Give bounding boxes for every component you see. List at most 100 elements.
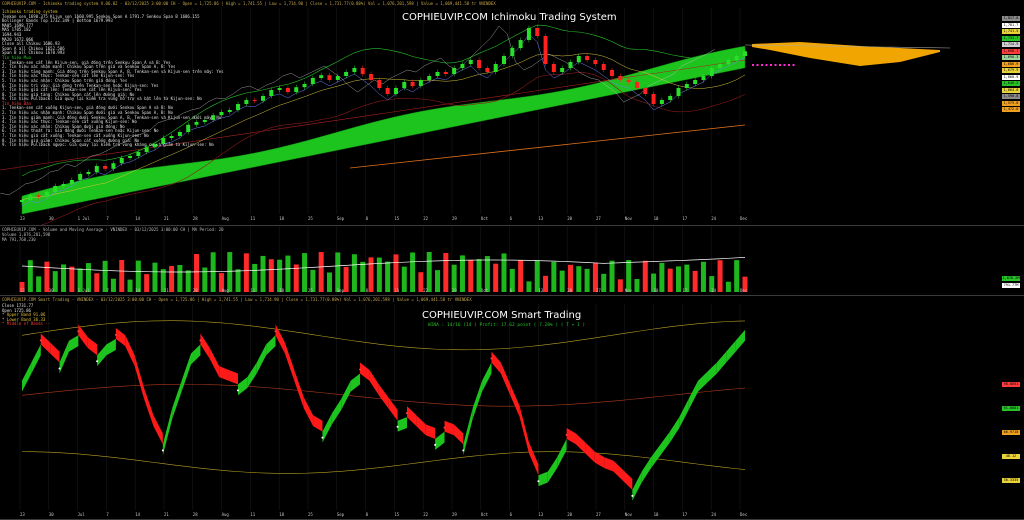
smart-trading-chart[interactable] xyxy=(0,296,1024,519)
smart-ribbon-segment xyxy=(134,355,145,399)
x-tick-label: 29 xyxy=(452,512,457,517)
x-tick-label: 8 xyxy=(365,288,369,293)
signal-marker xyxy=(199,339,202,342)
smart-ribbon-segment xyxy=(350,373,361,392)
candle-body xyxy=(593,60,598,64)
candle-body xyxy=(418,80,423,86)
volume-bar xyxy=(476,259,482,292)
volume-chart[interactable] xyxy=(0,226,1024,295)
smart-ribbon-segment xyxy=(31,344,41,374)
smart-trading-stats: WINA : 14/16 (14 ) Profit: 17.62 point (… xyxy=(428,323,586,328)
smart-ribbon-segment xyxy=(716,351,727,374)
candle-body xyxy=(385,88,390,94)
signal-marker xyxy=(396,425,399,428)
smart-ribbon-segment xyxy=(604,457,614,472)
volume-bar xyxy=(734,260,740,292)
smart-ribbon-segment xyxy=(87,337,98,356)
signal-marker xyxy=(96,360,99,363)
candle-body xyxy=(485,68,490,72)
volume-bar xyxy=(468,259,474,292)
x-tick-label: 11 xyxy=(250,512,256,517)
ichimoku-chart[interactable] xyxy=(0,0,1024,225)
smart-ribbon-segment xyxy=(538,471,548,487)
x-tick-label: Oct xyxy=(480,288,489,293)
candle-body xyxy=(20,200,24,202)
volume-bar xyxy=(69,266,75,292)
smart-ribbon-segment xyxy=(707,362,717,383)
ichimoku-info-line: Span B all Chikou 1670.993 xyxy=(2,50,65,56)
x-tick-label: 7 xyxy=(106,216,109,221)
x-tick-label: Sep xyxy=(336,288,345,293)
smart-trading-header: COPHIEUVIP.COM Smart Trading - VNINDEX -… xyxy=(2,297,472,302)
volume-bar xyxy=(401,266,407,292)
x-tick-label: 17 xyxy=(682,288,688,293)
smart-trading-watermark: COPHIEUVIP.COM Smart Trading xyxy=(422,310,582,321)
volume-bar xyxy=(676,266,682,292)
x-tick-label: 17 xyxy=(682,216,688,221)
smart-ribbon-segment xyxy=(585,442,595,463)
smart-ribbon-segment xyxy=(378,384,389,408)
candle-body xyxy=(551,64,556,72)
candle-body xyxy=(493,64,498,72)
signal-marker xyxy=(77,330,80,333)
signal-marker xyxy=(631,494,634,497)
volume-bar xyxy=(534,260,540,292)
candle-body xyxy=(718,64,723,68)
x-tick-label: 18 xyxy=(279,216,285,221)
smart-trading-pane[interactable]: COPHIEUVIP.COM Smart Trading - VNINDEX -… xyxy=(0,296,1024,520)
ichimoku-info-line: 5. Tín hiệu xác nhận: Chikou Span dưới g… xyxy=(2,123,125,129)
candle-body xyxy=(111,163,116,169)
future-line xyxy=(744,44,951,49)
bollinger-upper xyxy=(21,24,746,177)
candle-body xyxy=(510,48,515,56)
smart-ribbon-segment xyxy=(106,338,116,356)
smart-ribbon-segment xyxy=(406,406,417,427)
smart-ribbon-segment xyxy=(59,340,69,374)
x-tick-label: 21 xyxy=(164,512,169,517)
smart-ribbon-segment xyxy=(200,333,210,359)
ichimoku-pane[interactable]: COPHIEUVIP.COM - Ichimoku trading system… xyxy=(0,0,1024,226)
volume-pane[interactable]: COPHIEUVIP.COM - Volume and Moving Avera… xyxy=(0,226,1024,296)
candle-body xyxy=(202,120,207,122)
candle-body xyxy=(568,62,573,68)
candle-body xyxy=(94,166,99,172)
volume-bar xyxy=(626,260,632,292)
volume-bar xyxy=(717,260,723,292)
smart-ribbon-segment xyxy=(369,369,379,396)
smart-ribbon-segment xyxy=(388,397,398,421)
volume-bar xyxy=(493,263,499,292)
smart-ribbon-segment xyxy=(425,424,436,439)
candle-body xyxy=(344,72,349,76)
smart-info-line: * Upper Band 91.06 xyxy=(2,312,46,318)
x-tick-label: 10 xyxy=(653,216,659,221)
signal-marker xyxy=(114,333,117,336)
volume-bar xyxy=(19,282,25,292)
price-tag: 1,640.2 xyxy=(1002,81,1020,86)
candle-body xyxy=(427,76,432,80)
smart-ribbon-segment xyxy=(40,333,51,354)
price-tag: 1,660.9 xyxy=(1002,74,1020,80)
candle-body xyxy=(44,192,49,197)
volume-bar xyxy=(443,253,449,292)
volume-bar xyxy=(376,257,382,292)
x-tick-label: 11 xyxy=(250,216,256,221)
volume-bar xyxy=(659,262,665,292)
x-tick-label: 28 xyxy=(192,512,198,517)
volume-bar xyxy=(185,270,191,292)
x-tick-label: 14 xyxy=(135,512,141,517)
volume-bar xyxy=(160,269,166,292)
smart-ribbon-segment xyxy=(594,451,605,468)
price-tag: 98.8651 xyxy=(1002,382,1020,387)
volume-bar xyxy=(85,263,91,292)
lower-band-line xyxy=(21,451,746,474)
candle-body xyxy=(136,152,141,156)
x-tick-label: 22 xyxy=(423,288,429,293)
ichimoku-info-line: 4. Tín hiệu xác thực: Tenkan-sen cắt xuố… xyxy=(2,119,137,125)
candle-body xyxy=(369,74,374,80)
price-tag: 1,590.8 xyxy=(1002,94,1020,99)
x-tick-label: 30 xyxy=(48,216,54,221)
volume-bar xyxy=(609,260,615,292)
candle-body xyxy=(236,104,241,110)
time-axis-top: 23 30 1 Jul 7 14 21 28 Aug 11 18 25 Sep 8 15 22 29 Oct 6 1… xyxy=(0,216,760,223)
ichimoku-info-line: 1. Tenkan-sen cắt lên Kijun-sen, giá đón… xyxy=(2,59,171,65)
